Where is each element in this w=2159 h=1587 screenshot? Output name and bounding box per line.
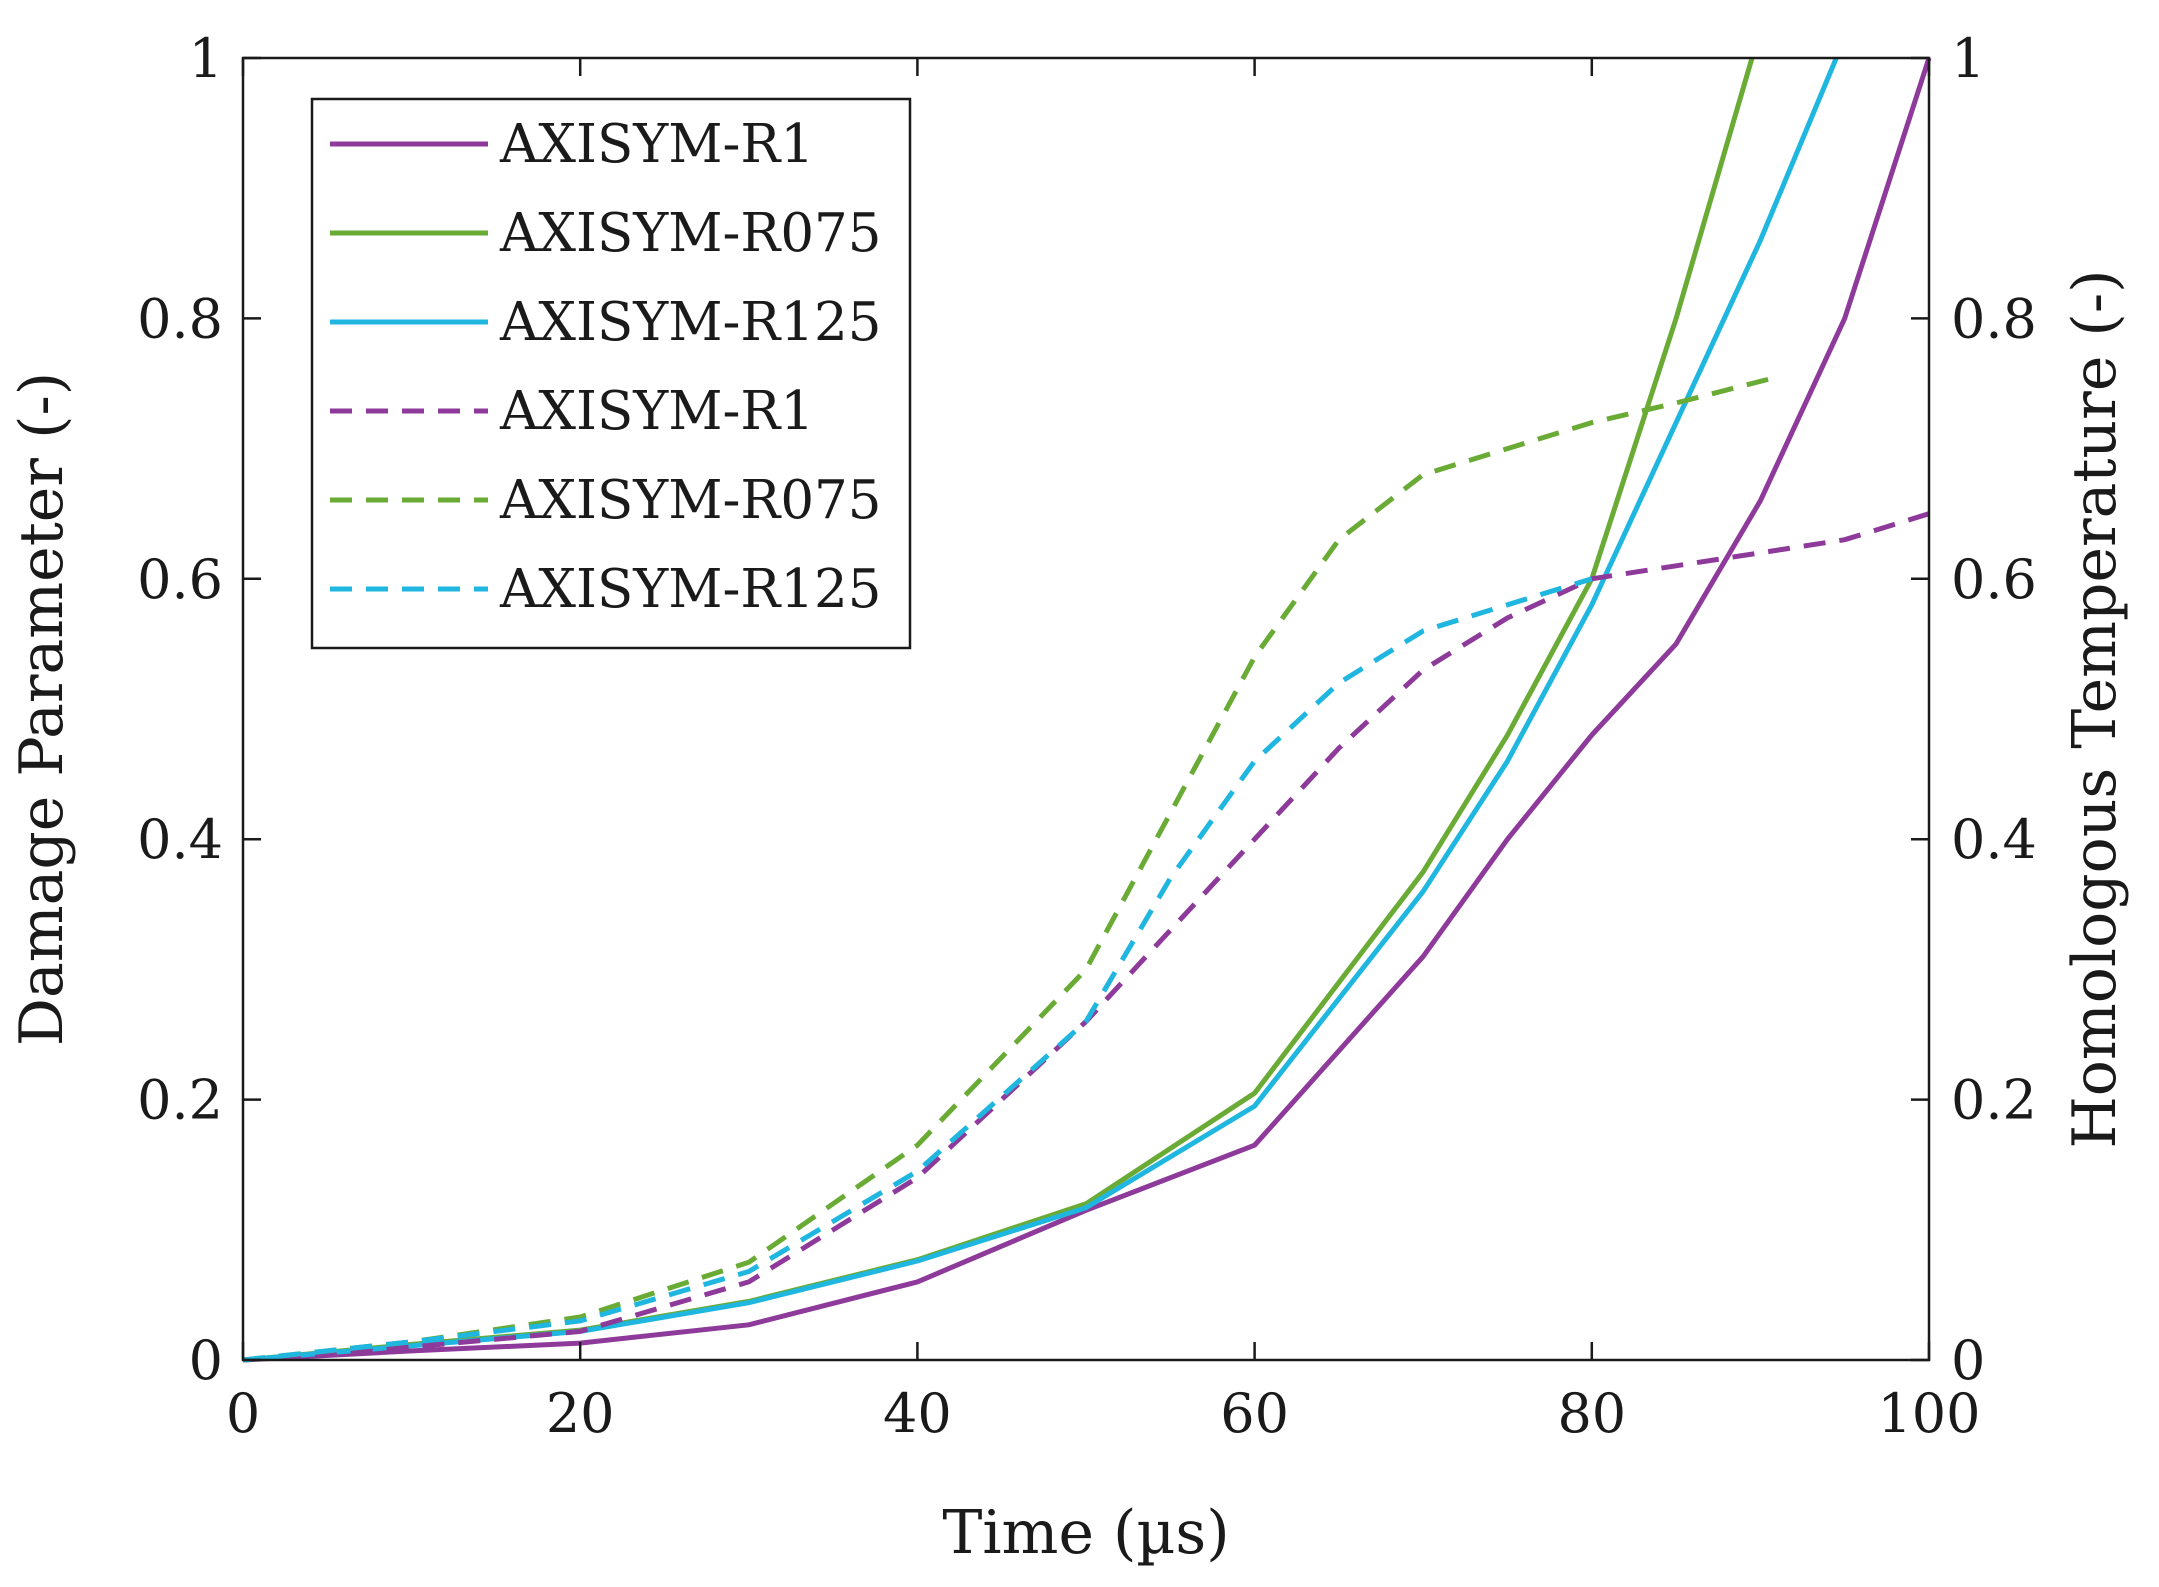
y-tick-label-right: 0.4	[1951, 808, 2037, 871]
y-tick-label-right: 1	[1951, 27, 1985, 90]
legend-label: AXISYM-R075	[499, 470, 881, 531]
x-tick-label: 80	[1557, 1382, 1626, 1445]
legend-label: AXISYM-R1	[499, 114, 814, 175]
legend-box	[310, 97, 912, 650]
y-tick-label-left: 0.2	[137, 1069, 223, 1132]
y-tick-label-left: 0	[189, 1329, 223, 1392]
y-tick-label-left: 0.8	[137, 287, 223, 350]
plot-lines	[242, 57, 1932, 1363]
series-line-dashed-axisym-r1	[242, 511, 1930, 1363]
legend-items: AXISYM-R1 AXISYM-R075 AXISYM-R125 AXISYM-R1…	[330, 114, 881, 620]
y-tick-label-left: 0.6	[137, 548, 223, 611]
x-tick-label: 40	[883, 1382, 952, 1445]
y-tick-label-left: 0.4	[137, 808, 223, 871]
x-tick-label: 100	[1877, 1382, 1980, 1445]
axes: 0 20 40 60 80 100 0 00.2 0.20.4 0.40.6 0.60.8 0.81…	[137, 27, 2037, 1445]
y-tick-label-right: 0.6	[1951, 548, 2037, 611]
legend-label: AXISYM-R125	[499, 559, 881, 620]
legend: AXISYM-R1 AXISYM-R075 AXISYM-R125 AXISYM-R1…	[310, 97, 912, 650]
x-tick-label: 20	[546, 1382, 615, 1445]
x-ticks: 0 20 40 60 80 100	[226, 58, 1981, 1445]
legend-label: AXISYM-R075	[499, 203, 881, 264]
series-line-dashed-axisym-r125	[242, 576, 1593, 1363]
series-line-dashed-axisym-r075	[242, 374, 1778, 1363]
y-tick-label-left: 1	[189, 27, 223, 90]
series-line-solid-axisym-r1	[242, 57, 1932, 1363]
legend-label: AXISYM-R125	[499, 292, 881, 353]
y-axis-left-title: Damage Parameter (-)	[7, 372, 77, 1046]
y-tick-label-right: 0.2	[1951, 1069, 2037, 1132]
x-tick-label: 0	[226, 1382, 260, 1445]
y-tick-label-right: 0	[1951, 1329, 1985, 1392]
y-ticks: 0 0 0.2 0.2 0.4 0.4 0.6 0.6 0.8 0.8 1 1	[137, 27, 2037, 1392]
y-tick-label-right: 0.8	[1951, 287, 2037, 350]
legend-label: AXISYM-R1	[499, 381, 814, 442]
plot-frame	[241, 56, 1931, 1362]
x-axis-title: Time (µs)	[942, 1498, 1229, 1568]
y-axis-right-title: Homologous Temperature (-)	[2060, 269, 2130, 1148]
x-tick-label: 60	[1220, 1382, 1289, 1445]
